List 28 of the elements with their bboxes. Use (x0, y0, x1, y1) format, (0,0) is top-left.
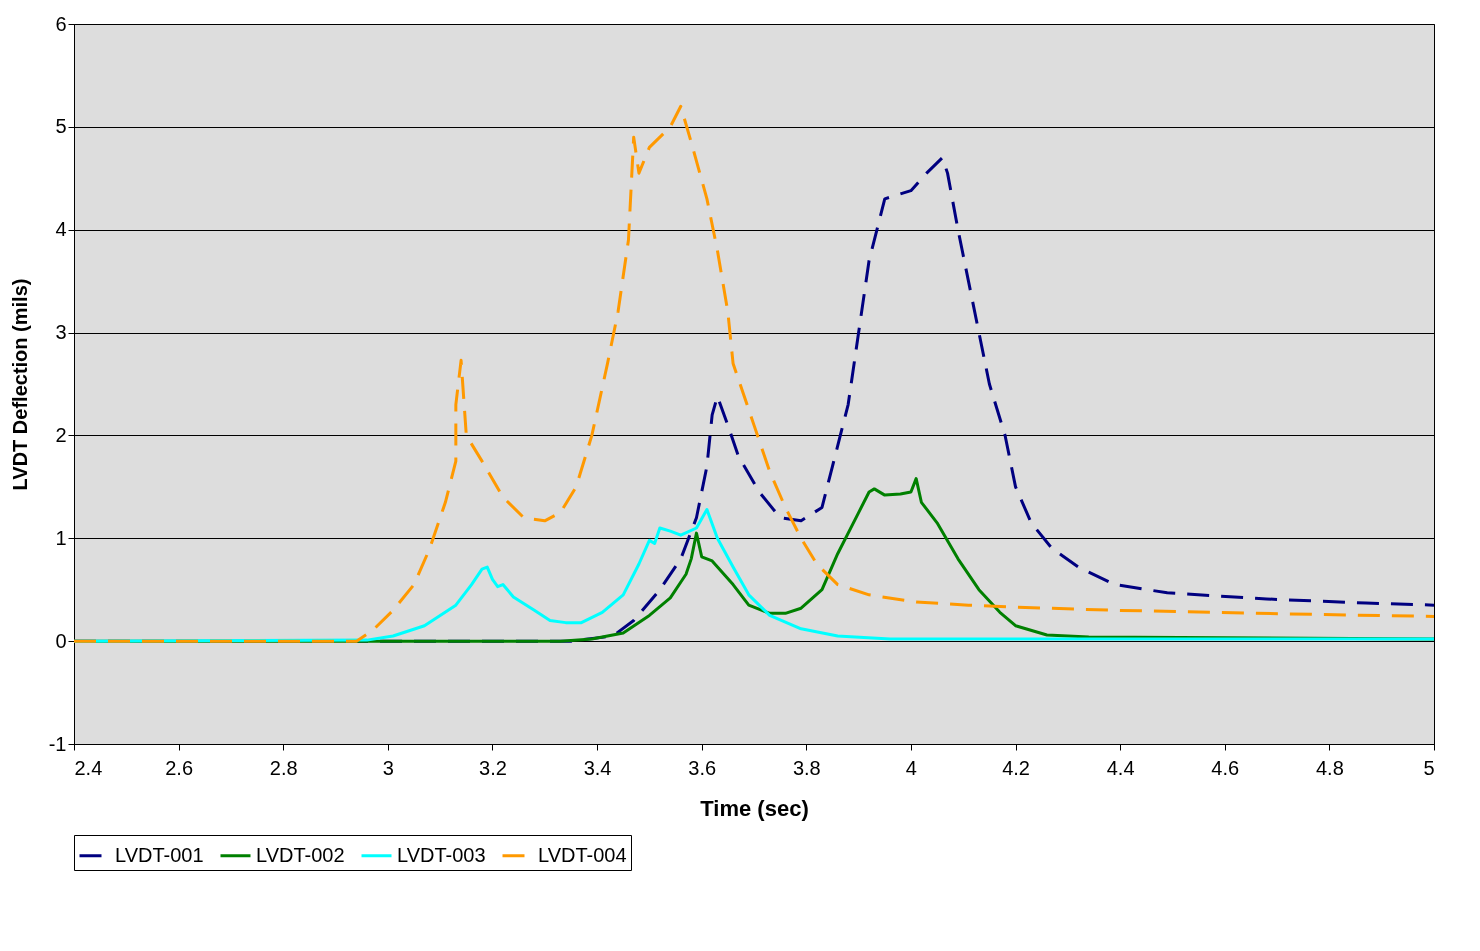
y-tick-label: 6 (55, 12, 67, 35)
legend-label: LVDT-003 (397, 843, 486, 866)
y-axis-title: LVDT Deflection (mils) (8, 278, 31, 491)
x-tick-label: 3 (382, 756, 394, 779)
x-tick-label: 3.8 (792, 756, 821, 779)
x-tick-label: 3.6 (688, 756, 717, 779)
y-tick-label: -1 (48, 732, 67, 755)
x-tick-label: 3.4 (583, 756, 612, 779)
x-tick-label: 4.2 (1002, 756, 1030, 779)
y-tick-label: 3 (55, 321, 67, 344)
legend-label: LVDT-001 (115, 843, 204, 866)
x-tick-label: 5 (1423, 756, 1435, 779)
legend-label: LVDT-004 (538, 843, 627, 866)
x-tick-label: 3.2 (479, 756, 507, 779)
x-tick-label: 4 (905, 756, 917, 779)
y-tick-label: 0 (55, 629, 67, 652)
y-tick-label: 1 (55, 526, 67, 549)
x-tick-label: 4.4 (1106, 756, 1135, 779)
x-tick-label: 2.6 (165, 756, 194, 779)
x-tick-label: 4.8 (1315, 756, 1344, 779)
y-tick-label: 2 (55, 423, 67, 446)
y-tick-label: 5 (55, 115, 67, 138)
y-tick-label: 4 (55, 218, 67, 241)
legend-label: LVDT-002 (256, 843, 345, 866)
x-tick-label: 2.4 (74, 756, 103, 779)
x-tick-label: 4.6 (1211, 756, 1240, 779)
x-tick-label: 2.8 (269, 756, 298, 779)
x-axis-title: Time (sec) (700, 795, 809, 821)
